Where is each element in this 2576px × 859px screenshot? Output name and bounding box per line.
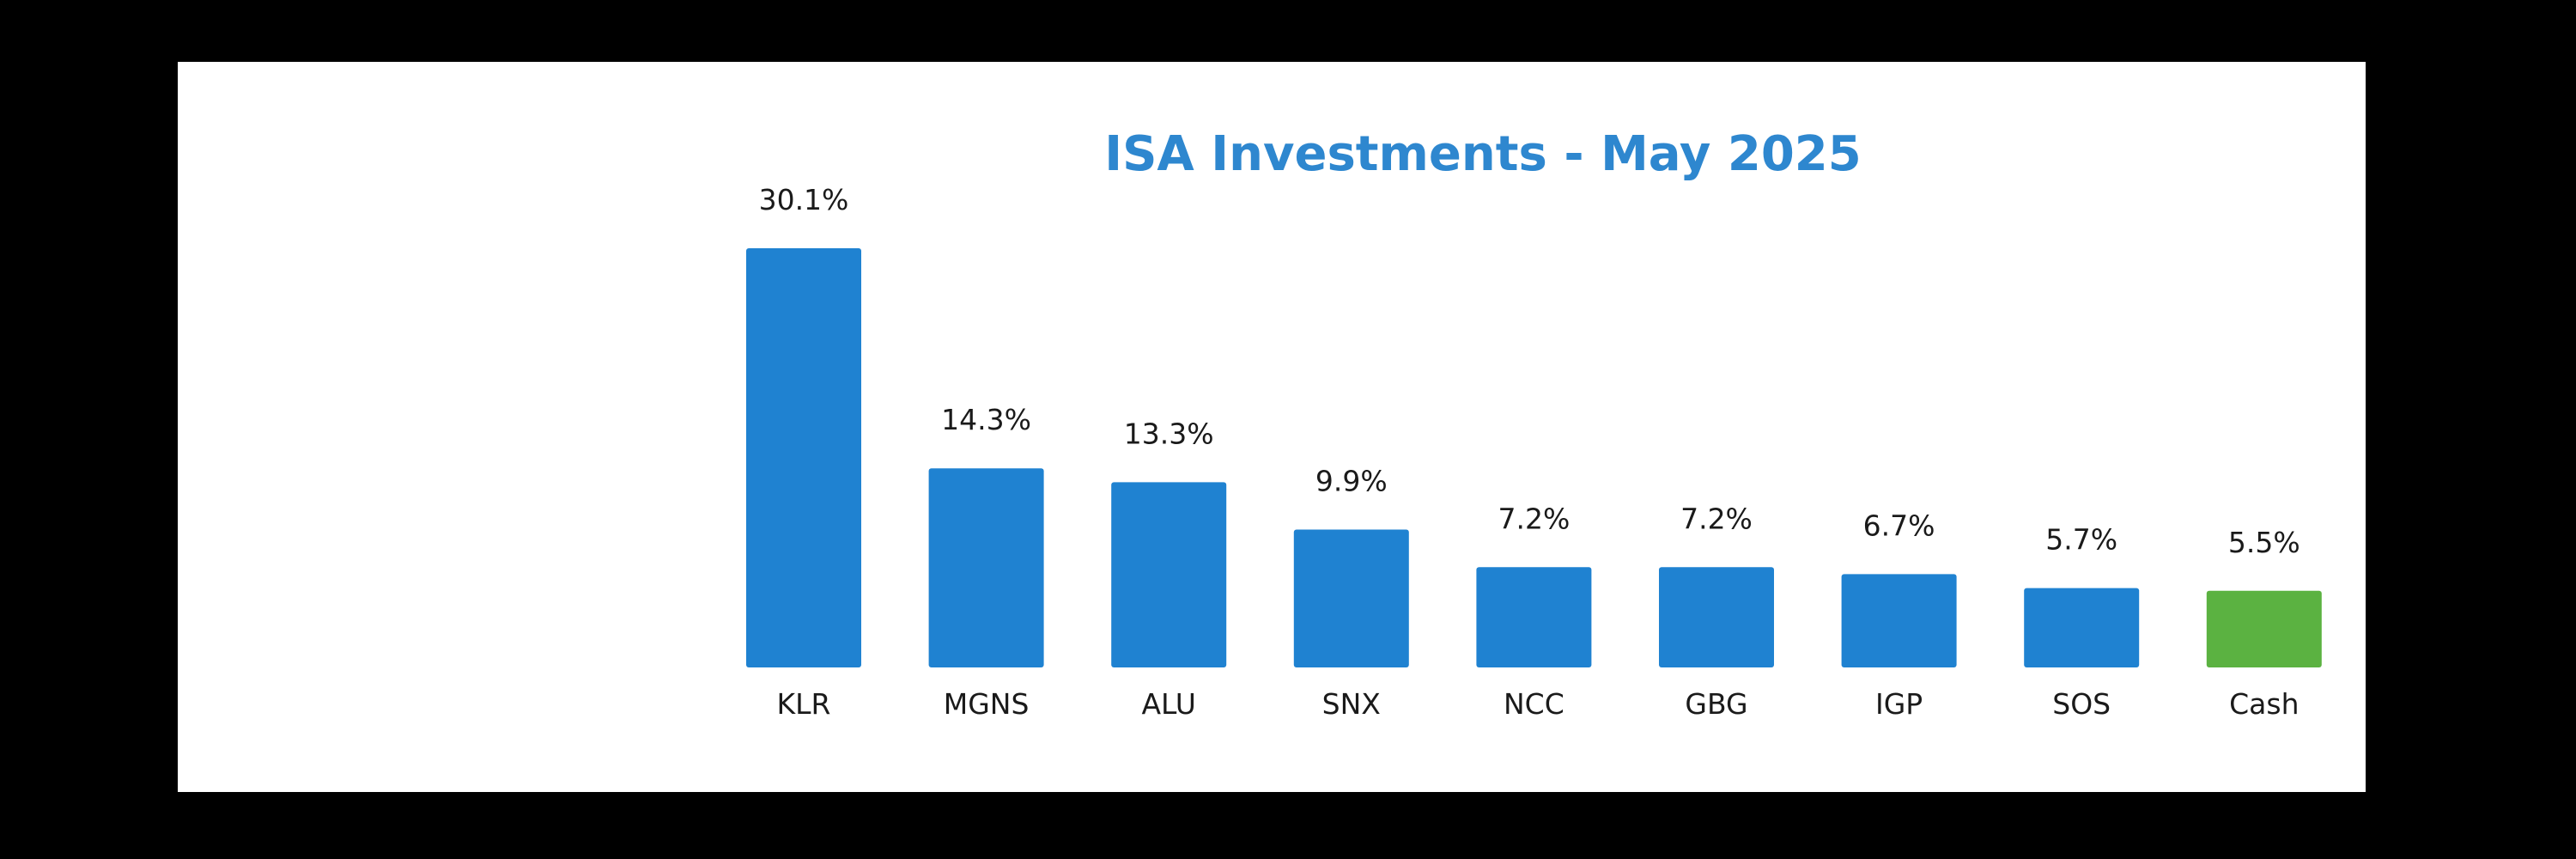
data-labels-group: 30.1% 14.3% 13.3% 9.9% 7.2% 7.2% 6.7% 5.7% 5.5% — [759, 183, 2300, 559]
x-tick-label-klr: KLR — [777, 687, 831, 721]
bar-mgns — [928, 468, 1044, 667]
chart-panel — [178, 62, 2366, 792]
x-tick-label-mgns: MGNS — [944, 687, 1030, 721]
chart-title: ISA Investments - May 2025 — [1104, 126, 1861, 182]
x-tick-label-cash: Cash — [2229, 687, 2299, 721]
bar-cash — [2206, 590, 2322, 667]
x-tick-label-gbg: GBG — [1685, 687, 1747, 721]
x-tick-label-snx: SNX — [1322, 687, 1381, 721]
bars-group — [746, 248, 2322, 667]
bar-klr — [746, 248, 861, 667]
data-label-gbg: 7.2% — [1680, 502, 1753, 535]
bar-gbg — [1659, 567, 1774, 667]
data-label-mgns: 14.3% — [941, 403, 1031, 436]
bar-ncc — [1476, 567, 1592, 667]
x-tick-label-igp: IGP — [1875, 687, 1923, 721]
x-tick-label-ncc: NCC — [1504, 687, 1564, 721]
data-label-snx: 9.9% — [1315, 465, 1388, 498]
x-tick-label-sos: SOS — [2052, 687, 2111, 721]
bar-igp — [1841, 574, 1957, 667]
data-label-igp: 6.7% — [1863, 509, 1935, 542]
data-label-klr: 30.1% — [759, 183, 849, 216]
x-tick-label-alu: ALU — [1141, 687, 1195, 721]
bar-alu — [1111, 482, 1227, 667]
data-label-ncc: 7.2% — [1498, 502, 1570, 535]
bar-snx — [1293, 529, 1409, 667]
data-label-sos: 5.7% — [2045, 523, 2117, 557]
x-tick-labels-group: KLR MGNS ALU SNX NCC GBG IGP SOS Cash — [777, 687, 2300, 721]
bar-sos — [2024, 588, 2140, 667]
data-label-alu: 13.3% — [1124, 417, 1214, 450]
data-label-cash: 5.5% — [2228, 526, 2300, 559]
